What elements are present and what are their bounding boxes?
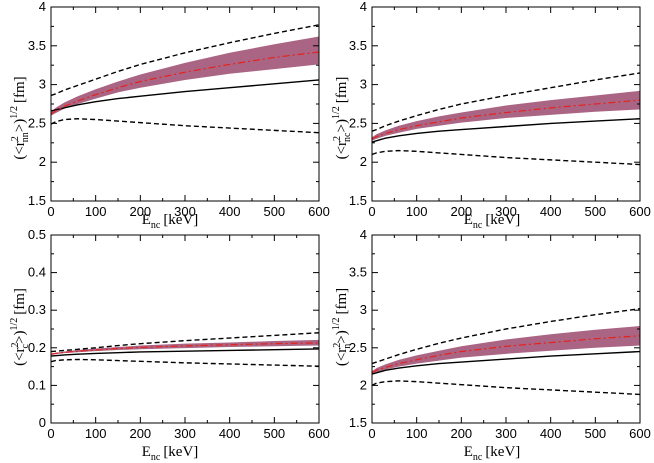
ylabel-bottom-left: (<r2c>)1/2[fm] [9, 288, 31, 366]
y-tick-label-top-right: 2 [360, 154, 367, 169]
y-tick-label-top-left: 1.5 [28, 193, 46, 208]
panel-bottom-right: (<r2n>)1/2[fm] Enc [keV] 0 100 200 300 400 500… [331, 227, 651, 463]
y-tick-label-top-right: 3 [360, 77, 367, 92]
x-tick-label-top-right: 200 [450, 204, 472, 219]
y-tick-label-top-left: 3 [39, 77, 46, 92]
lower-dashed-line-bottom-right [371, 380, 641, 396]
x-tick-label-top-left: 100 [85, 204, 107, 219]
plot-frame-top-left [50, 6, 320, 202]
x-tick-label-top-left: 200 [129, 204, 151, 219]
x-tick-label-bottom-left: 300 [174, 426, 196, 441]
x-tick-label-bottom-left: 0 [47, 426, 54, 441]
uncertainty-band-top-left [51, 36, 319, 116]
lower-dashed-line-top-left [50, 118, 320, 134]
upper-dashed-line-top-right [371, 72, 641, 132]
x-tick-label-top-right: 600 [629, 204, 651, 219]
x-tick-label-bottom-left: 400 [219, 426, 241, 441]
upper-dashed-line-bottom-left [50, 332, 320, 353]
x-tick-label-bottom-left: 200 [129, 426, 151, 441]
x-tick-label-bottom-left: 600 [308, 426, 330, 441]
y-tick-label-top-right: 2.5 [349, 115, 367, 130]
y-tick-label-top-left: 3.5 [28, 38, 46, 53]
xlabel-top-left: Enc [keV] [142, 212, 199, 231]
x-tick-label-top-right: 300 [495, 204, 517, 219]
panel-top-right: (<r2nc>)1/2[fm] Enc [keV] 0 100 200 300 400 50… [331, 0, 651, 231]
y-tick-label-bottom-left: 0.4 [28, 265, 46, 280]
y-tick-label-bottom-right: 3 [360, 302, 367, 317]
y-tick-label-bottom-right: 3.5 [349, 265, 367, 280]
xlabel-bottom-right: Enc [keV] [464, 444, 521, 463]
lower-dashed-line-bottom-left [50, 358, 320, 367]
x-tick-label-top-left: 300 [174, 204, 196, 219]
uncertainty-band-top-right [372, 90, 640, 141]
ylabel-top-right: (<r2nc>)1/2[fm] [331, 77, 353, 160]
y-tick-label-bottom-right: 4 [360, 227, 367, 242]
central-dashdot-line-top-left [50, 51, 320, 115]
plot-frame-bottom-left [50, 234, 320, 424]
panel-top-left: (<r2nn>)1/2[fm] Enc [keV] 0 100 200 300 400 50… [9, 0, 330, 231]
y-tick-label-bottom-left: 0.2 [28, 340, 46, 355]
upper-dashed-line-top-left [50, 24, 320, 97]
x-tick-label-top-left: 0 [47, 204, 54, 219]
ylabel-bottom-right: (<r2n>)1/2[fm] [331, 288, 353, 366]
uncertainty-band-bottom-right [372, 325, 640, 375]
solid-line-bottom-left [50, 348, 320, 357]
x-tick-label-bottom-right: 100 [406, 426, 428, 441]
y-tick-label-top-left: 4 [39, 0, 46, 14]
solid-line-top-left [50, 79, 320, 112]
x-tick-label-top-left: 600 [308, 204, 330, 219]
y-tick-label-top-right: 1.5 [349, 193, 367, 208]
x-tick-label-bottom-left: 500 [263, 426, 285, 441]
y-tick-label-top-left: 2.5 [28, 115, 46, 130]
uncertainty-band-bottom-left [51, 339, 319, 355]
xlabel-bottom-left: Enc [keV] [142, 444, 199, 463]
solid-line-top-right [371, 118, 641, 143]
lower-dashed-line-top-right [371, 149, 641, 166]
ylabel-top-left: (<r2nn>)1/2[fm] [9, 76, 31, 159]
x-tick-label-top-right: 500 [584, 204, 606, 219]
solid-line-bottom-right [371, 350, 641, 375]
upper-dashed-line-bottom-right [371, 308, 641, 365]
x-tick-label-bottom-right: 400 [540, 426, 562, 441]
x-tick-label-bottom-left: 100 [85, 426, 107, 441]
x-tick-label-top-left: 500 [263, 204, 285, 219]
x-tick-label-bottom-right: 200 [450, 426, 472, 441]
x-tick-label-bottom-right: 0 [368, 426, 375, 441]
x-tick-label-bottom-right: 500 [584, 426, 606, 441]
y-tick-label-bottom-right: 2 [360, 377, 367, 392]
y-tick-label-bottom-left: 0.5 [28, 227, 46, 242]
y-tick-label-bottom-left: 0 [39, 415, 46, 430]
x-tick-label-bottom-right: 600 [629, 426, 651, 441]
central-dashdot-line-top-right [371, 99, 641, 140]
y-tick-label-top-right: 4 [360, 0, 367, 14]
panel-bottom-left: (<r2c>)1/2[fm] Enc [keV] 0 100 200 300 400 500… [9, 227, 330, 463]
central-dashdot-line-bottom-left [50, 342, 320, 355]
y-tick-label-bottom-right: 2.5 [349, 340, 367, 355]
central-dashdot-line-bottom-right [371, 335, 641, 374]
x-tick-label-top-right: 400 [540, 204, 562, 219]
y-tick-label-bottom-right: 1.5 [349, 415, 367, 430]
y-tick-label-bottom-left: 0.1 [28, 377, 46, 392]
x-tick-label-bottom-right: 300 [495, 426, 517, 441]
y-tick-label-top-left: 2 [39, 154, 46, 169]
y-tick-label-top-right: 3.5 [349, 38, 367, 53]
y-tick-label-bottom-left: 0.3 [28, 302, 46, 317]
x-tick-label-top-right: 0 [368, 204, 375, 219]
x-tick-label-top-right: 100 [406, 204, 428, 219]
xlabel-top-right: Enc [keV] [464, 212, 521, 231]
x-tick-label-top-left: 400 [219, 204, 241, 219]
